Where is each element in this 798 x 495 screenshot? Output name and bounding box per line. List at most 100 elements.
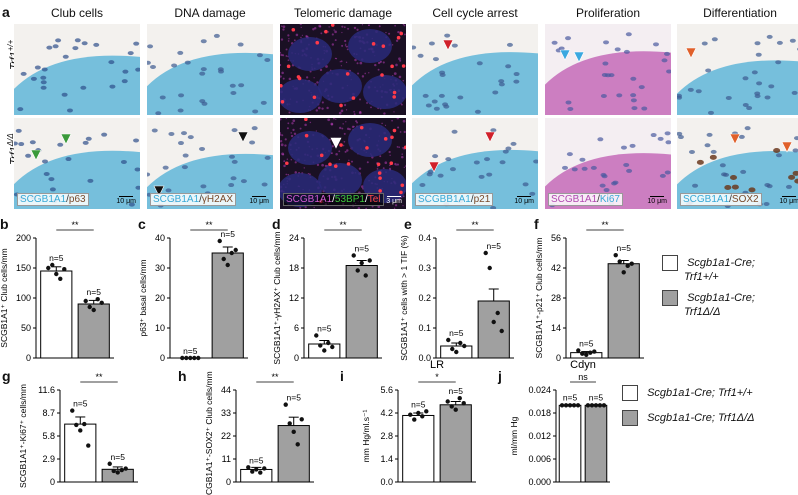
data-point: [229, 250, 234, 256]
data-point: [580, 351, 585, 356]
column-title-2: Telomeric damage: [293, 6, 393, 20]
column-title-1: DNA damage: [174, 6, 246, 20]
data-point: [576, 348, 581, 353]
data-point: [322, 348, 327, 353]
y-tick-label: 0.000: [528, 477, 551, 487]
chart-svg-e: 0.0 0.1 0.2 0.3 0.4 SCGB1A1⁺ cells with > 1 T…: [399, 220, 514, 363]
chart-h: 0 11 22 33 44 SCGB1A1⁺-SOX2⁺ Club cells/mm n=5…: [204, 371, 314, 495]
y-tick-label: 0.2: [418, 293, 431, 303]
y-tick-label: 0: [294, 353, 299, 363]
data-point: [74, 422, 79, 428]
stain-label-3: SCGBB1A1/p21: [415, 193, 494, 206]
data-point: [82, 421, 87, 427]
panel-letter-c: c: [138, 216, 146, 232]
data-point: [408, 412, 413, 417]
legend-swatch-wt-2: [622, 385, 638, 401]
data-point: [629, 261, 634, 266]
data-point: [592, 349, 597, 354]
micrograph-ko-4: SCGB1A1/Ki67 10 μm: [545, 118, 671, 209]
data-point: [54, 271, 59, 277]
stain-label-part: SCGB1A1: [683, 194, 730, 205]
stain-label-part: p21: [473, 194, 491, 205]
data-point: [461, 400, 466, 406]
significance-label: **: [71, 220, 79, 230]
y-axis-label: SCGB1A1⁺-γH2AX⁺ Club cells/mm: [272, 231, 282, 364]
y-axis-label: SCGB1A1⁺ Club cells/mm: [0, 248, 9, 347]
micrograph-wt-4: [545, 24, 671, 115]
data-point: [330, 344, 335, 350]
scale-bar-line: [782, 195, 797, 197]
data-point: [575, 403, 581, 408]
n-label: n=5: [487, 241, 502, 251]
data-point: [246, 465, 251, 470]
n-label: n=5: [579, 339, 594, 349]
panel-letter-i: i: [340, 368, 344, 384]
stain-label-part: SCGB1A1: [286, 194, 333, 205]
y-tick-label: 20: [155, 293, 165, 303]
significance-label: **: [339, 220, 347, 230]
chart-svg-g: 0 2.9 5.8 8.7 11.6 SCGB1A1⁺-Ki67⁺ cells/mm n=5…: [18, 372, 138, 488]
data-point: [225, 262, 230, 268]
data-point: [283, 402, 288, 407]
n-label: n=5: [617, 243, 632, 253]
data-point: [588, 350, 593, 355]
data-point: [420, 414, 425, 419]
data-point: [567, 403, 573, 408]
data-point: [617, 259, 622, 264]
bar-wt: [40, 270, 73, 359]
data-point: [563, 403, 569, 408]
n-label: n=5: [287, 393, 302, 403]
data-point: [355, 268, 360, 273]
stain-label-part: 53BP1: [334, 194, 365, 205]
data-point: [295, 442, 300, 447]
y-tick-label: 8.7: [42, 408, 55, 418]
y-tick-label: 6: [294, 323, 299, 333]
stain-label-0: SCGB1A1/p63: [17, 193, 89, 206]
n-label: n=5: [183, 346, 198, 356]
bar-wt: [558, 404, 582, 483]
stain-label-part: /: [729, 194, 732, 205]
data-point: [299, 417, 304, 422]
chart-b: 0 50 100 150 200 SCGB1A1⁺ Club cells/mm n=5 n=5…: [0, 220, 114, 363]
bar-ko: [101, 468, 134, 483]
data-point: [111, 468, 116, 474]
data-point: [416, 410, 421, 416]
y-tick-label: 5.6: [380, 385, 393, 395]
data-point: [107, 461, 112, 466]
data-point: [458, 340, 463, 346]
chart-svg-b: 0 50 100 150 200 SCGB1A1⁺ Club cells/mm n=5 n=5…: [0, 220, 114, 363]
data-point: [367, 258, 372, 263]
significance-label: *: [435, 372, 439, 382]
scale-bar-5: 10 μm: [779, 195, 798, 205]
stain-label-part: Ki67: [599, 194, 620, 205]
y-tick-label: 2.9: [42, 454, 55, 464]
stain-label-part: /: [470, 194, 474, 205]
panel-letter-a: a: [2, 4, 10, 20]
bar-ko: [77, 303, 110, 359]
stain-label-2: SCGB1A1/53BP1/Tel: [283, 193, 384, 206]
data-point: [254, 467, 259, 472]
data-point: [99, 300, 104, 305]
legend-wt-full: Scgb1a1-Cre; Trf1+/+: [647, 386, 753, 399]
data-point: [589, 403, 595, 408]
significance-label: **: [471, 220, 479, 230]
data-point: [363, 273, 368, 278]
data-point: [233, 247, 238, 253]
legend-swatch-wt: [662, 255, 678, 271]
data-point: [571, 403, 577, 408]
data-point: [250, 469, 255, 474]
micrograph-ko-2: SCGB1A1/53BP1/Tel 3 μm: [280, 118, 406, 209]
bar-ko: [211, 252, 244, 359]
stain-label-part: p63: [68, 194, 86, 205]
y-axis-label: mm Hg/ml.s⁻¹: [361, 410, 371, 463]
data-point: [613, 252, 618, 258]
y-tick-label: 0.3: [418, 263, 431, 273]
data-point: [217, 238, 222, 244]
chart-i: 0.0 1.4 2.8 4.2 5.6 mm Hg/ml.s⁻¹ LR n=5 n=5 *: [361, 359, 476, 487]
legend-bottom-wt: Scgb1a1-Cre; Trf1+/+: [622, 385, 753, 401]
scale-bar-line: [387, 195, 402, 197]
data-point: [188, 355, 193, 361]
data-point: [326, 340, 331, 346]
data-point: [50, 262, 55, 268]
data-point: [359, 260, 364, 266]
